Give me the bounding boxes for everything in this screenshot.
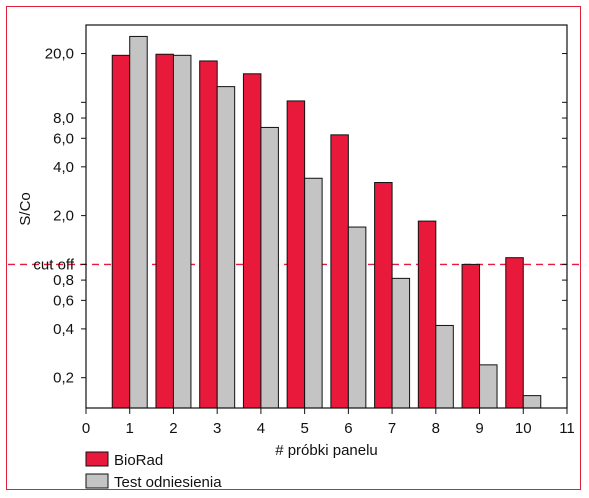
y-tick-label: cut off xyxy=(33,256,74,273)
bar-biorad-3 xyxy=(199,60,218,409)
x-tick-label: 8 xyxy=(432,420,440,437)
y-tick-label: 0,2 xyxy=(53,370,74,387)
legend-swatch-1 xyxy=(85,473,109,489)
bar-biorad-10 xyxy=(505,257,524,409)
y-tick-label: 2,0 xyxy=(53,208,74,225)
bar-test-odniesienia-2 xyxy=(172,54,192,409)
x-tick-label: 4 xyxy=(257,420,265,437)
y-tick-label: 8,0 xyxy=(53,110,74,127)
bar-biorad-1 xyxy=(111,54,131,409)
bar-biorad-8 xyxy=(417,220,437,409)
x-tick-label: 5 xyxy=(300,420,308,437)
legend-swatch-0 xyxy=(85,451,109,467)
x-tick-label: 11 xyxy=(559,420,575,437)
y-tick-label: 20,0 xyxy=(45,46,74,63)
bar-test-odniesienia-3 xyxy=(216,86,236,409)
bar-test-odniesienia-9 xyxy=(479,364,498,409)
x-tick-label: 7 xyxy=(388,420,396,437)
bar-biorad-5 xyxy=(286,100,306,409)
bar-test-odniesienia-10 xyxy=(522,395,542,409)
bar-test-odniesienia-1 xyxy=(129,35,148,409)
bar-test-odniesienia-5 xyxy=(304,177,323,409)
x-tick-label: 2 xyxy=(169,420,177,437)
bar-test-odniesienia-7 xyxy=(391,277,411,409)
x-tick-label: 9 xyxy=(475,420,483,437)
x-tick-label: 10 xyxy=(515,420,532,437)
legend-label-1: Test odniesienia xyxy=(114,474,222,491)
bar-biorad-2 xyxy=(155,53,174,409)
y-tick-label: 0,6 xyxy=(53,292,74,309)
plot-border xyxy=(85,24,568,409)
y-tick-label: 6,0 xyxy=(53,130,74,147)
bar-biorad-7 xyxy=(374,182,393,409)
x-tick-label: 0 xyxy=(82,420,90,437)
x-tick-label: 3 xyxy=(213,420,221,437)
legend-label-0: BioRad xyxy=(114,452,163,469)
y-tick-label: 0,4 xyxy=(53,321,74,338)
bar-biorad-6 xyxy=(330,134,349,409)
y-tick-label: 0,8 xyxy=(53,272,74,289)
x-tick-label: 6 xyxy=(344,420,352,437)
x-axis-title: # próbki panelu xyxy=(275,442,378,459)
chart-frame xyxy=(6,6,581,490)
bar-test-odniesienia-8 xyxy=(435,324,454,409)
y-tick-label: 4,0 xyxy=(53,159,74,176)
bar-test-odniesienia-6 xyxy=(347,226,367,409)
y-axis-title: S/Co xyxy=(17,192,34,225)
bar-test-odniesienia-4 xyxy=(260,126,279,409)
bar-biorad-4 xyxy=(242,73,262,409)
x-tick-label: 1 xyxy=(126,420,134,437)
bar-biorad-9 xyxy=(461,263,481,409)
